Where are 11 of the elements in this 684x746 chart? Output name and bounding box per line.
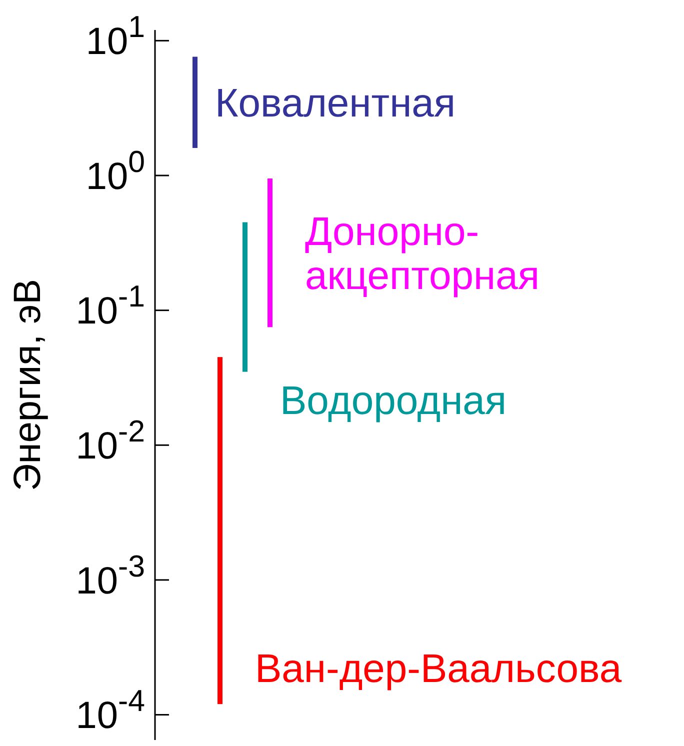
y-tick-label: 10$^{-4}$ [76,684,146,738]
text: Донорно-акцепторная [305,210,540,298]
y-tick-label: 10$^{-3}$ [76,549,145,602]
y-axis-title: Энергия, эВ [7,278,49,492]
annotation: Водородная [280,378,507,423]
annotation: Ковалентная [215,81,456,126]
y-tick-label: 10$^{-2}$ [76,414,145,468]
y-tick-label: 10$^{1}$ [86,10,145,63]
y-tick-label: 10$^{0}$ [86,144,145,198]
annotation: Ван-дер-Ваальсова [255,647,622,692]
y-tick-label: 10$^{-1}$ [76,280,145,333]
